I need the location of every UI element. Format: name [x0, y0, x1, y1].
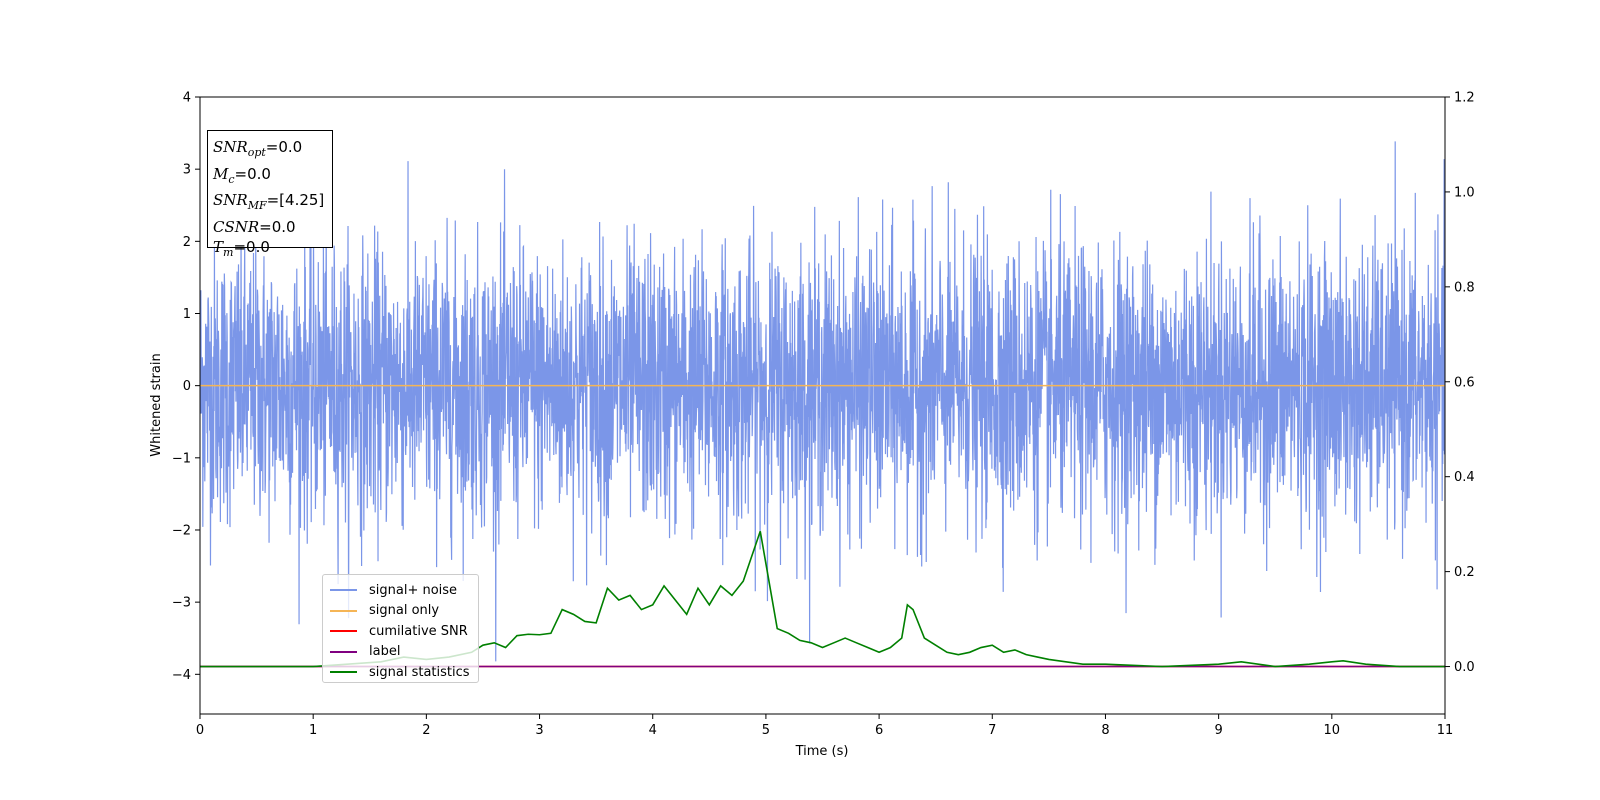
y2-tick-label: 0.6 — [1454, 375, 1475, 390]
legend-item-signal-noise: signal+ noise — [330, 580, 478, 601]
y2-tick-label: 0.0 — [1454, 660, 1475, 675]
legend-swatch — [330, 589, 357, 592]
x-tick-label: 5 — [762, 723, 770, 738]
legend-label: label — [369, 644, 401, 660]
legend-label: signal only — [369, 603, 440, 619]
plot-frame — [199, 96, 1446, 715]
y-tick-label: 0 — [183, 379, 191, 394]
y-tick-label: −2 — [172, 523, 191, 538]
y-tick-label: −3 — [172, 596, 191, 611]
x-tick-label: 4 — [649, 723, 657, 738]
legend-swatch — [330, 609, 357, 612]
series-signal-statistics — [200, 531, 1445, 668]
y-tick-label: −1 — [172, 451, 191, 466]
x-tick-label: 6 — [875, 723, 883, 738]
y-axis-label: Whitened strain — [149, 353, 164, 456]
legend-swatch — [330, 671, 357, 674]
info-snr-opt: SNRopt=0.0 — [213, 138, 303, 159]
y-tick-label: 3 — [183, 163, 191, 178]
legend-item-signal-only: signal only — [330, 601, 478, 622]
legend-label: signal statistics — [369, 664, 470, 680]
y2-tick-label: 0.4 — [1454, 470, 1475, 485]
x-tick-label: 2 — [422, 723, 430, 738]
legend: signal+ noise signal only cumilative SNR… — [322, 574, 479, 683]
x-tick-label: 1 — [309, 723, 317, 738]
x-axis-label: Time (s) — [795, 744, 849, 759]
x-tick-label: 8 — [1101, 723, 1109, 738]
legend-label: cumilative SNR — [369, 623, 468, 639]
legend-item-label: label — [330, 642, 478, 663]
legend-label: signal+ noise — [369, 582, 458, 598]
y-tick-label: 4 — [183, 91, 191, 106]
legend-swatch — [330, 650, 357, 653]
y2-tick-label: 0.8 — [1454, 280, 1475, 295]
legend-item-cumulative-snr: cumilative SNR — [330, 621, 478, 642]
info-csnr: CSNR=0.0 — [213, 217, 296, 236]
info-box: SNRopt=0.0 Mc=0.0 SNRMF=[4.25] CSNR=0.0 … — [207, 130, 333, 259]
info-mc: Mc=0.0 — [213, 164, 271, 186]
y-tick-label: 2 — [183, 235, 191, 250]
info-snr-mf: SNRMF=[4.25] — [213, 191, 325, 212]
y2-tick-label: 0.2 — [1454, 565, 1475, 580]
x-tick-label: 0 — [196, 723, 204, 738]
x-tick-label: 11 — [1437, 723, 1454, 738]
y-tick-label: −4 — [172, 668, 191, 683]
series-signal-noise — [200, 141, 1445, 662]
legend-item-signal-statistics: signal statistics — [330, 662, 478, 683]
info-tm: Tm=0.0 — [213, 238, 270, 259]
legend-swatch — [330, 630, 357, 633]
x-tick-label: 3 — [535, 723, 543, 738]
x-tick-label: 9 — [1214, 723, 1222, 738]
y2-tick-label: 1.2 — [1454, 91, 1475, 106]
x-tick-label: 7 — [988, 723, 996, 738]
y-tick-label: 1 — [183, 307, 191, 322]
x-tick-label: 10 — [1324, 723, 1341, 738]
y2-tick-label: 1.0 — [1454, 185, 1475, 200]
